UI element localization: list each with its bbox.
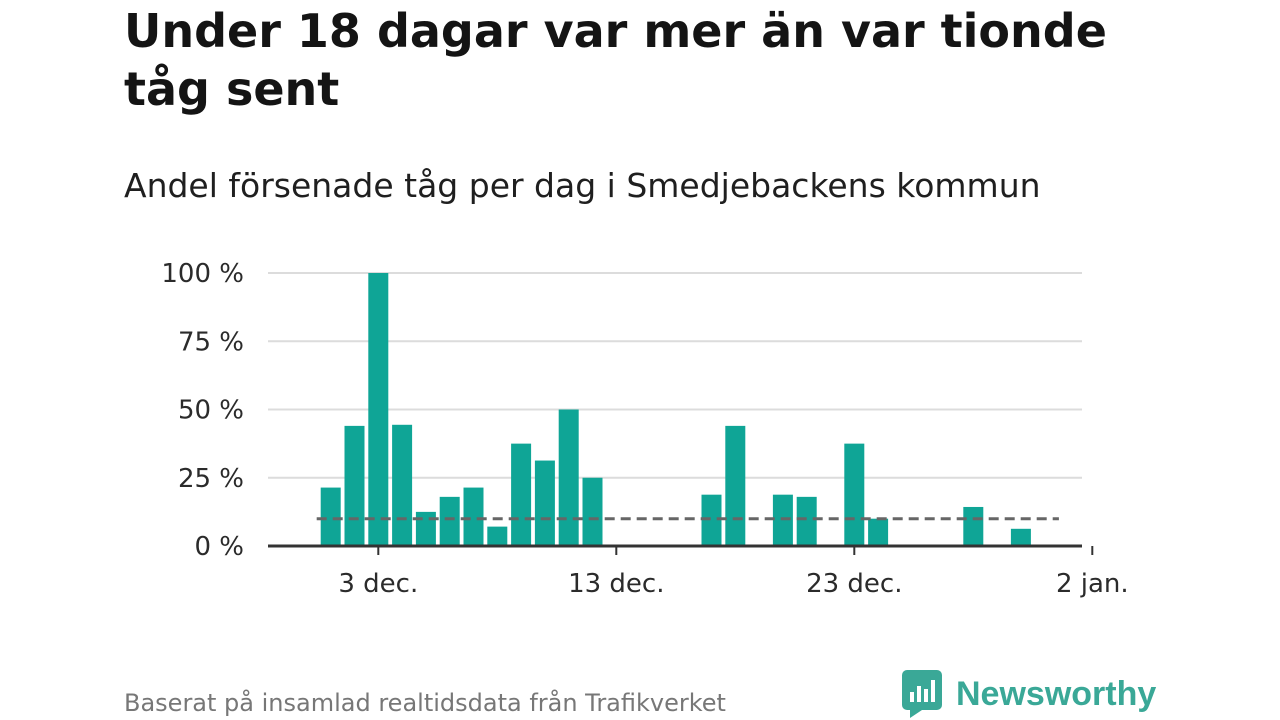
- gridlines: [268, 272, 1082, 479]
- y-tick-label: 50 %: [178, 396, 244, 426]
- x-tick-label: 2 jan.: [1056, 569, 1129, 599]
- bar: [558, 409, 579, 546]
- x-axis: [268, 544, 1094, 555]
- bar: [772, 494, 793, 546]
- bar: [320, 487, 341, 546]
- chart-title: Under 18 dagar var mer än var tionde tåg…: [124, 4, 1107, 116]
- bar: [344, 425, 365, 546]
- bar: [963, 506, 984, 546]
- bar: [534, 460, 555, 546]
- bar: [582, 477, 603, 546]
- x-axis-labels: 3 dec. 13 dec. 23 dec. 2 jan.: [338, 569, 1128, 599]
- bar: [796, 496, 817, 546]
- bar: [392, 424, 413, 546]
- y-tick-label: 0 %: [194, 532, 244, 562]
- brand-name: Newsworthy: [956, 675, 1157, 713]
- bar: [1010, 528, 1031, 546]
- x-tick-label: 23 dec.: [806, 569, 902, 599]
- x-tick-label: 13 dec.: [568, 569, 664, 599]
- chart-subtitle: Andel försenade tåg per dag i Smedjeback…: [124, 166, 1041, 205]
- y-axis-labels: 0 % 25 % 50 % 75 % 100 %: [161, 259, 244, 562]
- x-tick-label: 3 dec.: [338, 569, 418, 599]
- bar: [439, 496, 460, 546]
- bar: [463, 487, 484, 546]
- bar: [511, 443, 532, 546]
- bar: [868, 518, 889, 546]
- y-tick-label: 100 %: [161, 259, 244, 289]
- source-note: Baserat på insamlad realtidsdata från Tr…: [124, 689, 726, 717]
- bar: [368, 273, 389, 546]
- y-tick-label: 25 %: [178, 464, 244, 494]
- y-tick-label: 75 %: [178, 327, 244, 357]
- bar: [487, 526, 508, 546]
- brand-logo: Newsworthy: [902, 670, 1156, 718]
- bar: [844, 443, 865, 546]
- bars: [320, 273, 1031, 546]
- bar-chart-logo-icon: [902, 670, 942, 718]
- bar: [701, 494, 722, 546]
- bar: [725, 425, 746, 546]
- bar: [415, 511, 436, 546]
